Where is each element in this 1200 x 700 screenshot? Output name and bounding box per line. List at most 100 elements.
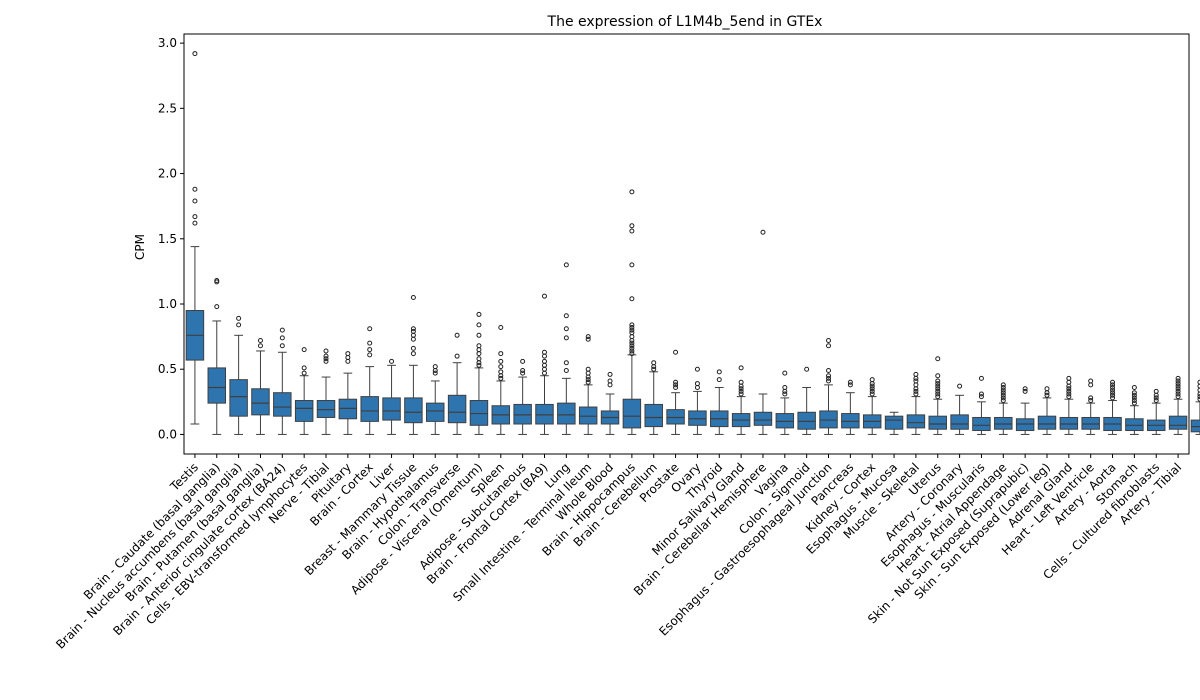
outlier-point	[629, 223, 635, 229]
box-21	[644, 360, 663, 435]
outlier-point	[1000, 395, 1006, 401]
outlier-point	[192, 51, 198, 57]
box-body	[229, 379, 248, 417]
outlier-point	[847, 379, 853, 385]
outlier-point	[1110, 379, 1116, 385]
outlier-point	[1088, 382, 1094, 388]
box-33	[906, 371, 926, 435]
box-43	[1125, 384, 1144, 435]
outlier-point	[738, 365, 744, 371]
box-body	[447, 394, 467, 424]
box-44	[1146, 388, 1166, 435]
box-body	[688, 410, 707, 426]
boxes-group	[185, 51, 1200, 435]
box-2	[229, 315, 248, 435]
box-16	[535, 293, 554, 435]
box-body	[273, 392, 292, 417]
outlier-point	[935, 373, 941, 379]
outlier-point	[541, 370, 547, 376]
outlier-point	[585, 366, 591, 372]
outlier-point	[541, 353, 547, 359]
outlier-point	[629, 348, 635, 354]
outlier-point	[935, 386, 941, 392]
box-3	[251, 338, 270, 435]
outlier-point	[410, 345, 416, 351]
plot-frame	[183, 33, 1190, 455]
box-body	[207, 367, 227, 404]
outlier-point	[957, 383, 963, 389]
box-46	[1190, 379, 1200, 435]
box-17	[557, 262, 576, 435]
box-body	[819, 410, 838, 429]
outlier-point	[498, 324, 504, 330]
box-body	[535, 403, 554, 425]
outlier-point	[826, 375, 832, 381]
outlier-point	[935, 388, 941, 394]
outlier-point	[913, 371, 919, 377]
outlier-point	[1153, 395, 1159, 401]
box-body	[316, 400, 336, 418]
outlier-point	[476, 332, 482, 338]
outlier-point	[913, 391, 919, 397]
outlier-point	[607, 378, 613, 384]
outlier-point	[673, 379, 679, 385]
outlier-point	[1153, 398, 1159, 404]
box-body	[426, 402, 445, 422]
box-4	[273, 327, 292, 435]
y-tick-label: 2.5	[158, 101, 177, 115]
outlier-point	[498, 364, 504, 370]
outlier-point	[410, 332, 416, 338]
outlier-point	[410, 328, 416, 334]
outlier-point	[585, 336, 591, 342]
outlier-point	[629, 351, 635, 357]
outlier-point	[1066, 379, 1072, 385]
outlier-point	[629, 343, 635, 349]
outlier-point	[913, 378, 919, 384]
outlier-point	[323, 348, 329, 354]
box-41	[1081, 378, 1100, 435]
outlier-point	[913, 375, 919, 381]
outlier-point	[913, 388, 919, 394]
outlier-point	[432, 370, 438, 376]
box-32	[884, 411, 904, 435]
outlier-point	[1066, 388, 1072, 394]
outlier-point	[1175, 391, 1181, 397]
outlier-point	[214, 304, 220, 310]
outlier-point	[454, 353, 460, 359]
outlier-point	[1110, 384, 1116, 390]
outlier-point	[935, 378, 941, 384]
outlier-point	[826, 368, 832, 374]
box-body	[841, 413, 860, 429]
box-39	[1037, 386, 1057, 435]
outlier-point	[410, 326, 416, 332]
box-19	[600, 371, 620, 435]
outlier-point	[585, 334, 591, 340]
outlier-point	[520, 358, 526, 364]
outlier-point	[1088, 395, 1094, 401]
box-body	[1081, 416, 1100, 430]
outlier-point	[978, 394, 984, 400]
outlier-point	[1110, 395, 1116, 401]
box-body	[294, 400, 314, 422]
outlier-point	[1000, 398, 1006, 404]
y-tick-label: 1.5	[158, 232, 177, 246]
outlier-point	[1000, 384, 1006, 390]
outlier-point	[1044, 392, 1050, 398]
box-11	[426, 364, 445, 435]
outlier-point	[563, 262, 569, 268]
box-body	[338, 398, 358, 420]
outlier-point	[1131, 384, 1137, 390]
outlier-point	[738, 383, 744, 389]
outlier-point	[847, 382, 853, 388]
outlier-point	[563, 360, 569, 366]
outlier-point	[716, 377, 722, 383]
outlier-point	[410, 351, 416, 357]
outlier-point	[410, 336, 416, 342]
outlier-point	[1175, 394, 1181, 400]
outlier-point	[345, 358, 351, 364]
outlier-point	[1153, 392, 1159, 398]
box-body	[578, 406, 598, 425]
outlier-point	[694, 366, 700, 372]
y-tick-label: 1.0	[158, 297, 177, 311]
box-body	[1015, 418, 1035, 432]
